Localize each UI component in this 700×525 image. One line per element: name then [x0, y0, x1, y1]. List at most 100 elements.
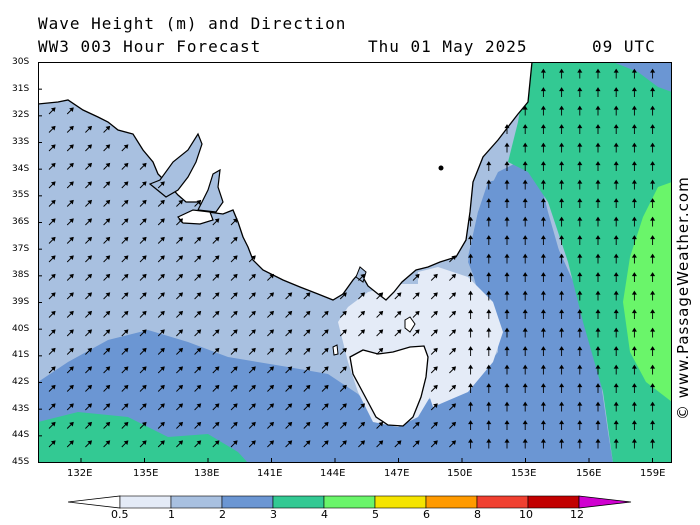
- wave-arrow-head: [414, 421, 420, 427]
- colorbar-tick: 3: [270, 508, 277, 521]
- wave-arrow-head: [342, 384, 347, 390]
- wave-arrow-head: [87, 181, 92, 187]
- wave-arrow-head: [540, 383, 546, 388]
- lon-label: 159E: [640, 468, 666, 479]
- wave-arrow-head: [522, 438, 528, 443]
- colorbar-segment: [272, 495, 325, 509]
- wave-arrow-head: [577, 235, 583, 240]
- wave-arrow-head: [196, 384, 202, 390]
- wave-arrow-head: [631, 327, 637, 332]
- wave-arrow-head: [613, 87, 619, 92]
- wave-arrow-head: [540, 253, 546, 258]
- lon-label: 156E: [576, 468, 602, 479]
- lat-label: 38S: [12, 270, 30, 280]
- wave-arrow-head: [69, 384, 74, 390]
- wave-arrow-head: [141, 440, 147, 446]
- wave-arrow-head: [50, 199, 56, 205]
- wave-arrow-head: [504, 327, 510, 332]
- wave-arrow-head: [451, 440, 456, 446]
- wave-arrow-head: [69, 329, 74, 335]
- wave-arrow-head: [631, 290, 637, 295]
- wave-band-2-3m-south: [38, 177, 613, 463]
- wave-arrow-head: [232, 421, 238, 427]
- wave-arrow-head: [540, 235, 546, 240]
- wave-arrow-head: [87, 236, 92, 242]
- wave-arrow-head: [50, 366, 56, 372]
- wave-arrow-head: [360, 440, 365, 446]
- wave-arrow-head: [504, 253, 510, 258]
- wave-arrow-head: [214, 384, 220, 390]
- wave-arrow-head: [433, 421, 438, 427]
- wave-arrow-head: [251, 292, 256, 298]
- wave-arrow-head: [486, 309, 492, 314]
- wave-arrow-head: [105, 125, 111, 131]
- wave-arrow-head: [486, 216, 492, 221]
- wave-arrow-head: [87, 421, 92, 427]
- wave-arrow-head: [559, 290, 565, 295]
- wave-arrow-head: [595, 253, 601, 258]
- wave-arrow-head: [595, 420, 601, 425]
- wave-arrow-head: [451, 329, 456, 335]
- wave-arrow-head: [105, 144, 111, 150]
- wave-band-2-3m-ne: [613, 62, 672, 92]
- wave-arrow-head: [141, 403, 147, 409]
- wave-arrow-head: [141, 162, 147, 168]
- wave-arrow-head: [87, 144, 92, 150]
- lat-label: 39S: [12, 297, 30, 307]
- wave-arrow-head: [595, 142, 601, 147]
- wave-arrow-head: [214, 255, 220, 261]
- wave-arrow-head: [196, 347, 202, 353]
- wave-arrow-head: [196, 292, 202, 298]
- wave-arrow-head: [87, 273, 92, 279]
- wave-arrow-head: [160, 292, 165, 298]
- wave-arrow-head: [577, 327, 583, 332]
- colorbar-tick: 4: [321, 508, 328, 521]
- wave-arrow-head: [105, 162, 111, 168]
- wave-arrow-head: [323, 366, 329, 372]
- wave-arrow-head: [196, 403, 202, 409]
- lat-label: 34S: [12, 164, 30, 174]
- lat-label: 33S: [12, 137, 30, 147]
- wave-arrow-head: [378, 292, 384, 298]
- wave-arrow-head: [650, 346, 656, 351]
- wave-arrow-head: [595, 346, 601, 351]
- wave-arrow-head: [50, 347, 56, 353]
- wave-arrow-head: [269, 273, 274, 279]
- latitude-ticks: [38, 62, 42, 463]
- wave-arrow-head: [559, 161, 565, 166]
- wave-arrow-head: [50, 440, 56, 446]
- wave-arrow-head: [123, 181, 129, 187]
- wave-arrow-head: [160, 403, 165, 409]
- wave-arrow-head: [214, 273, 220, 279]
- wave-arrow-head: [650, 179, 656, 184]
- wave-arrow-head: [486, 253, 492, 258]
- wave-arrow-head: [559, 420, 565, 425]
- colorbar-segment: [221, 495, 274, 509]
- wave-arrow-head: [196, 199, 202, 205]
- wave-arrow-head: [323, 310, 329, 316]
- wave-arrow-head: [160, 440, 165, 446]
- wave-arrow-head: [123, 144, 129, 150]
- wave-arrow-head: [269, 366, 274, 372]
- wave-arrow-head: [69, 125, 74, 131]
- wave-arrow-head: [559, 87, 565, 92]
- wave-arrow-head: [269, 384, 274, 390]
- wave-arrow-head: [595, 364, 601, 369]
- wave-arrow-head: [69, 218, 74, 224]
- wave-arrow-head: [522, 383, 528, 388]
- wave-arrow-head: [486, 235, 492, 240]
- wave-arrow-head: [540, 216, 546, 221]
- tasmania: [349, 345, 429, 427]
- wave-arrow-head: [105, 366, 111, 372]
- wave-arrow-head: [87, 366, 92, 372]
- wave-arrow-head: [540, 438, 546, 443]
- wave-height-colorbar: [68, 495, 632, 509]
- wave-arrow-head: [631, 235, 637, 240]
- wave-arrow-head: [577, 105, 583, 110]
- wave-arrow-head: [631, 420, 637, 425]
- wave-arrow-head: [650, 401, 656, 406]
- wave-arrow-head: [360, 403, 365, 409]
- wave-arrow-head: [540, 105, 546, 110]
- wave-arrow-head: [232, 347, 238, 353]
- wave-arrow-head: [559, 235, 565, 240]
